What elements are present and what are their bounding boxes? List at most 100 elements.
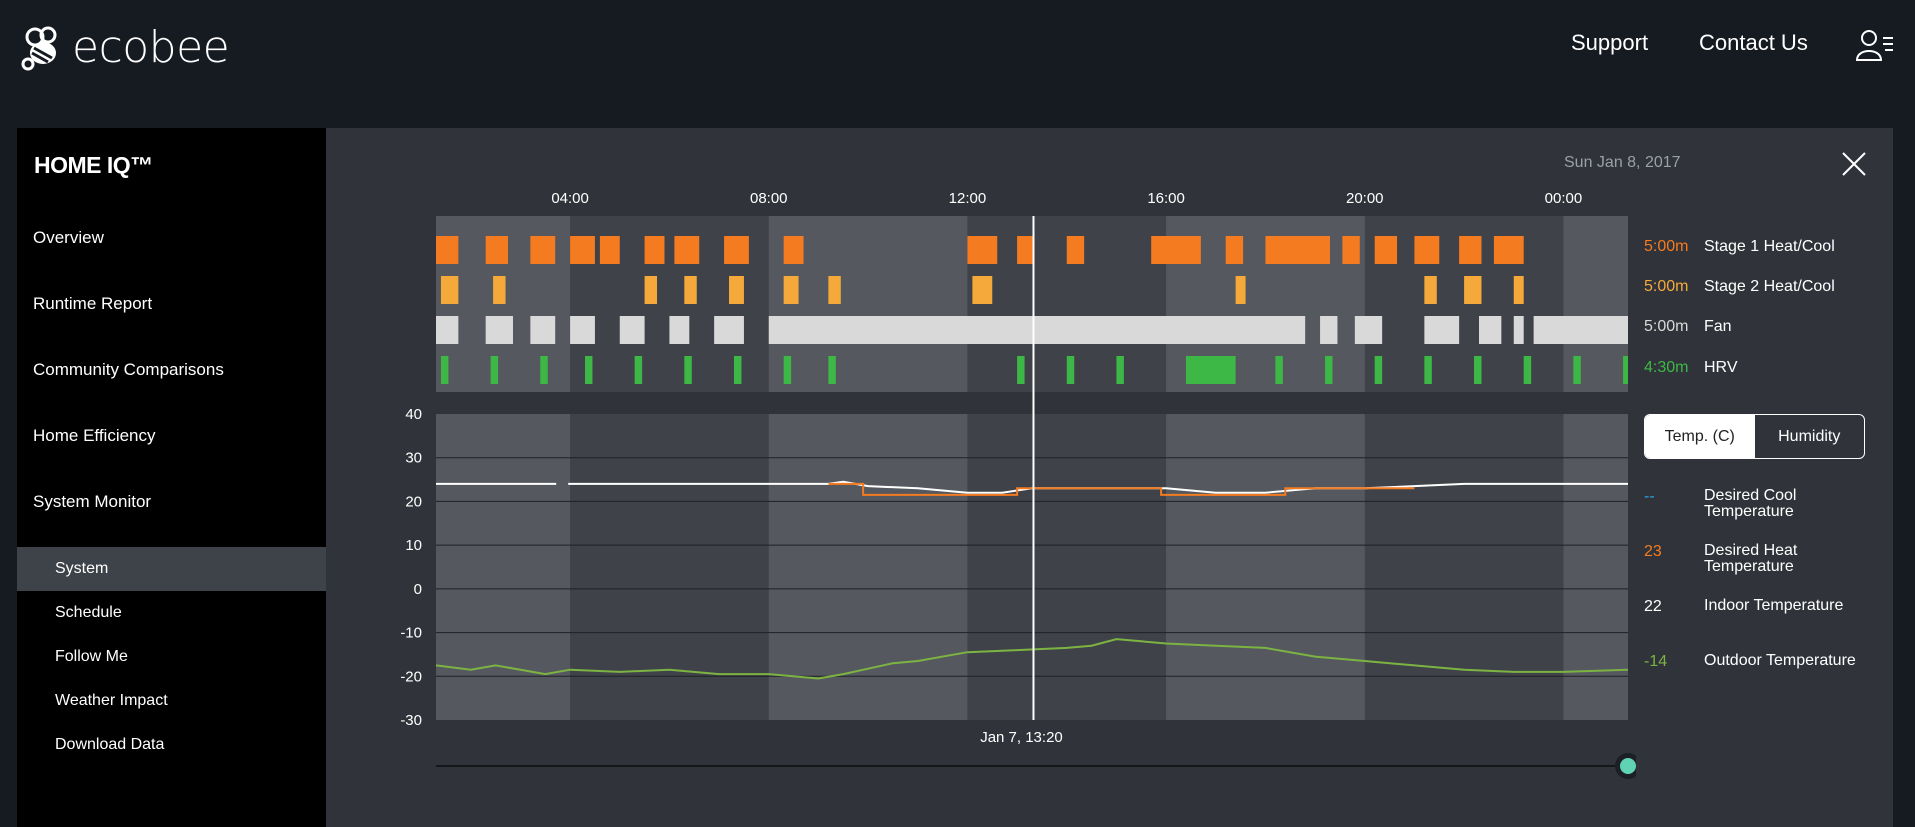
sidebar-subitem-download-data[interactable]: Download Data [55, 736, 165, 753]
runtime-segment-fan [1320, 316, 1338, 344]
y-tick-label: 10 [405, 537, 422, 554]
sidebar-item-home-efficiency[interactable]: Home Efficiency [33, 426, 156, 445]
runtime-segment-stage-1-heat-cool [1342, 236, 1360, 264]
legend-fan: 5:00m Fan [1644, 318, 1732, 336]
series-line-outdoor-temperature [435, 638, 1629, 680]
temp-band-2 [1364, 414, 1564, 720]
runtime-segment-stage-2-heat-cool [440, 276, 459, 304]
y-tick-label: -20 [400, 668, 422, 685]
legend-outdoor-value: -14 [1644, 653, 1668, 670]
legend-stage1-label: Stage 1 Heat/Cool [1704, 238, 1835, 255]
runtime-segment-hrv [1185, 356, 1236, 384]
runtime-segment-hrv [1116, 356, 1124, 384]
legend-indoor: 22 Indoor Temperature [1644, 598, 1904, 616]
series-line-desired-heat-temperature [828, 482, 1415, 496]
runtime-segment-stage-2-heat-cool [1424, 276, 1437, 304]
runtime-segment-hrv [634, 356, 643, 384]
runtime-segment-hrv [1474, 356, 1482, 384]
runtime-segment-fan [669, 316, 690, 344]
runtime-segment-stage-1-heat-cool [599, 236, 620, 264]
runtime-segment-stage-2-heat-cool [1235, 276, 1246, 304]
y-tick-label: 30 [405, 450, 422, 467]
user-menu-icon[interactable] [1855, 28, 1895, 62]
runtime-segment-stage-2-heat-cool [729, 276, 744, 304]
runtime-segment-hrv [1573, 356, 1581, 384]
bee-icon [21, 26, 57, 70]
legend-desired-cool-value: -- [1644, 488, 1655, 505]
runtime-segment-stage-1-heat-cool [570, 236, 595, 264]
temp-toggle-button[interactable]: Temp. (C) [1645, 415, 1755, 458]
runtime-segment-hrv [734, 356, 742, 384]
runtime-segment-fan [485, 316, 513, 344]
legend-hrv-value: 4:30m [1644, 359, 1689, 376]
legend-fan-label: Fan [1704, 318, 1732, 335]
time-tick-label: 20:00 [1346, 190, 1384, 207]
sidebar-item-runtime-report[interactable]: Runtime Report [33, 294, 153, 313]
sidebar-item-system-monitor[interactable]: System Monitor [33, 492, 152, 511]
runtime-segment-stage-2-heat-cool [1464, 276, 1482, 304]
sidebar: HOME IQ™ Overview Runtime Report Communi… [17, 128, 326, 827]
legend-indoor-value: 22 [1644, 598, 1662, 615]
runtime-segment-hrv [684, 356, 692, 384]
runtime-segment-fan [1533, 316, 1628, 344]
system-monitor-panel: Sun Jan 8, 2017 04:00 08:00 12:00 16:00 20:0… [326, 128, 1893, 827]
sidebar-subitem-schedule[interactable]: Schedule [55, 604, 122, 621]
legend-desired-heat-label: Desired Heat Temperature [1704, 542, 1798, 575]
runtime-segment-fan [1354, 316, 1383, 344]
time-tick-label: 04:00 [551, 190, 589, 207]
runtime-segment-stage-2-heat-cool [644, 276, 658, 304]
runtime-segment-stage-1-heat-cool [724, 236, 749, 264]
runtime-segment-stage-1-heat-cool [436, 236, 459, 264]
legend-desired-heat-value: 23 [1644, 543, 1662, 560]
sidebar-item-overview[interactable]: Overview [33, 228, 104, 247]
runtime-segment-stage-2-heat-cool [1513, 276, 1524, 304]
y-tick-label: -30 [400, 712, 422, 729]
sidebar-subitem-follow-me[interactable]: Follow Me [55, 648, 128, 665]
runtime-segment-hrv [490, 356, 499, 384]
runtime-segment-stage-1-heat-cool [1459, 236, 1482, 264]
humidity-toggle-button[interactable]: Humidity [1778, 427, 1841, 445]
runtime-segment-stage-1-heat-cool [644, 236, 665, 264]
sidebar-subitem-system[interactable]: System [17, 547, 326, 591]
runtime-segment-fan [1513, 316, 1524, 344]
runtime-segment-hrv [1017, 356, 1025, 384]
runtime-segment-stage-2-heat-cool [828, 276, 841, 304]
brand-name: ecobee [72, 22, 230, 73]
runtime-segment-stage-1-heat-cool [1151, 236, 1201, 264]
runtime-segment-fan [1424, 316, 1460, 344]
runtime-segment-stage-1-heat-cool [783, 236, 804, 264]
close-icon[interactable] [1840, 150, 1868, 178]
ecobee-logo[interactable]: ecobee [18, 22, 230, 73]
runtime-segment-hrv [585, 356, 593, 384]
temp-humidity-toggle: Temp. (C) Humidity [1644, 414, 1865, 459]
time-tick-label: 00:00 [1545, 190, 1583, 207]
y-tick-label: 0 [414, 581, 422, 598]
runtime-segment-stage-1-heat-cool [967, 236, 998, 264]
legend-stage2: 5:00m Stage 2 Heat/Cool [1644, 278, 1835, 296]
sidebar-subitem-weather-impact[interactable]: Weather Impact [55, 692, 168, 709]
y-tick-label: -10 [400, 625, 422, 642]
legend-desired-heat: 23 Desired Heat Temperature [1644, 543, 1864, 575]
contact-us-link[interactable]: Contact Us [1699, 30, 1808, 55]
runtime-segment-stage-1-heat-cool [530, 236, 556, 264]
y-tick-label: 40 [405, 406, 422, 423]
time-tick-label: 16:00 [1147, 190, 1185, 207]
runtime-segment-stage-2-heat-cool [972, 276, 993, 304]
runtime-segment-stage-2-heat-cool [493, 276, 506, 304]
runtime-segment-stage-1-heat-cool [1017, 236, 1035, 264]
runtime-segment-stage-1-heat-cool [1374, 236, 1398, 264]
time-tick-label: 12:00 [949, 190, 987, 207]
sidebar-item-community-comparisons[interactable]: Community Comparisons [33, 360, 224, 379]
legend-fan-value: 5:00m [1644, 318, 1689, 335]
runtime-segment-stage-1-heat-cool [1414, 236, 1440, 264]
runtime-segment-hrv [1325, 356, 1333, 384]
legend-desired-cool: -- Desired Cool Temperature [1644, 488, 1864, 520]
timeline-handle[interactable] [1620, 758, 1636, 774]
runtime-segment-stage-1-heat-cool [674, 236, 700, 264]
runtime-segment-fan [619, 316, 645, 344]
legend-stage1: 5:00m Stage 1 Heat/Cool [1644, 238, 1835, 256]
legend-hrv: 4:30m HRV [1644, 359, 1738, 377]
runtime-segment-hrv [1066, 356, 1075, 384]
runtime-segment-fan [570, 316, 595, 344]
support-link[interactable]: Support [1571, 30, 1649, 55]
